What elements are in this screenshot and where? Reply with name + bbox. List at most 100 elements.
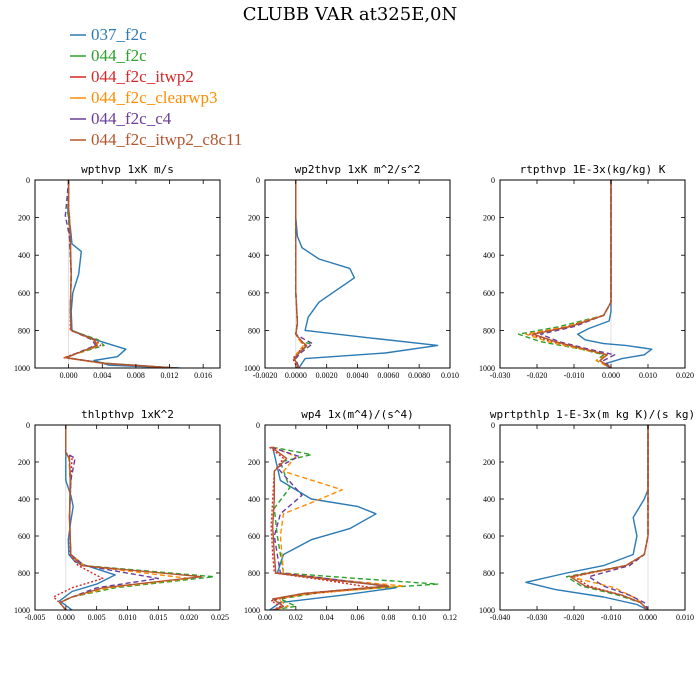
panel-title: wprtpthlp 1-E-3x(m kg K)/(s kg) <box>490 408 695 421</box>
y-tick-label: 0 <box>491 176 495 185</box>
panel-title: rtpthvp 1E-3x(kg/kg) K <box>520 163 666 176</box>
y-tick-label: 600 <box>248 289 260 298</box>
x-tick-label: 0.000 <box>602 371 620 380</box>
series-line <box>270 446 389 610</box>
panel-title: thlpthvp 1xK^2 <box>81 408 174 421</box>
series-line <box>573 425 649 610</box>
series-line <box>588 425 649 610</box>
y-tick-label: 400 <box>483 495 495 504</box>
x-tick-label: 0.010 <box>441 371 459 380</box>
chart-panel: rtpthvp 1E-3x(kg/kg) K -0.030 -0.020 -0.010… <box>479 163 694 380</box>
series-line <box>295 180 439 368</box>
y-tick-label: 400 <box>248 495 260 504</box>
y-tick-label: 0 <box>26 176 30 185</box>
series-line <box>517 180 612 368</box>
series-line <box>269 447 397 610</box>
plot-frame <box>264 179 451 369</box>
x-tick-label: 0.00 <box>258 613 272 622</box>
legend-label: 037_f2c <box>91 25 147 44</box>
y-tick-label: 600 <box>18 532 30 541</box>
x-tick-label: -0.030 <box>527 613 548 622</box>
y-tick-label: 800 <box>18 326 30 335</box>
legend-entry: 044_f2c <box>70 46 147 65</box>
series-line <box>64 180 177 368</box>
series-line <box>569 425 649 610</box>
x-tick-label: 0.000 <box>639 613 657 622</box>
figure-title: CLUBB VAR at325E,0N <box>243 4 458 25</box>
x-tick-label: -0.020 <box>527 371 548 380</box>
series-line <box>569 425 649 610</box>
chart-panel: wpthvp 1xK m/s 0.000 0.004 0.008 0.012 0.016 0… <box>14 163 221 380</box>
y-tick-label: 200 <box>18 214 30 223</box>
y-tick-label: 1000 <box>479 606 495 615</box>
x-tick-label: 0.0040 <box>347 371 369 380</box>
x-tick-label: 0.004 <box>93 371 111 380</box>
plot-frame <box>499 179 686 369</box>
legend-entry: 044_f2c_c4 <box>70 109 172 128</box>
x-tick-label: -0.010 <box>601 613 622 622</box>
x-tick-label: 0.020 <box>676 371 694 380</box>
y-tick-label: 800 <box>248 326 260 335</box>
plot-frame <box>34 179 221 369</box>
y-tick-label: 200 <box>248 214 260 223</box>
series-line <box>272 446 405 610</box>
y-tick-label: 600 <box>18 289 30 298</box>
series-line <box>269 446 374 610</box>
x-tick-label: 0.10 <box>412 613 426 622</box>
series-line <box>577 180 653 368</box>
y-tick-label: 400 <box>18 495 30 504</box>
legend-entry: 044_f2c_itwp2_c8c11 <box>70 130 242 149</box>
x-tick-label: 0.008 <box>127 371 145 380</box>
plot-frame <box>499 424 686 611</box>
panel-title: wpthvp 1xK m/s <box>81 163 174 176</box>
series-line <box>63 180 177 368</box>
y-tick-label: 600 <box>483 289 495 298</box>
series-line <box>59 425 116 610</box>
x-tick-label: 0.012 <box>161 371 179 380</box>
x-tick-label: 0.010 <box>119 613 137 622</box>
y-tick-label: 400 <box>18 251 30 260</box>
x-tick-label: 0.0000 <box>285 371 307 380</box>
chart-panel: thlpthvp 1xK^2 -0.005 0.000 0.005 0.010 0.015… <box>14 408 229 622</box>
series-line <box>525 180 612 368</box>
legend: 037_f2c 044_f2c 044_f2c_itwp2 044_f2c_clear… <box>70 25 242 149</box>
x-tick-label: 0.0060 <box>377 371 399 380</box>
x-tick-label: 0.04 <box>320 613 334 622</box>
x-tick-label: -0.005 <box>25 613 46 622</box>
series-line <box>59 425 160 610</box>
series-line <box>293 180 308 368</box>
x-tick-label: 0.02 <box>289 613 303 622</box>
x-tick-label: 0.015 <box>149 613 167 622</box>
x-tick-label: -0.0020 <box>253 371 278 380</box>
y-tick-label: 1000 <box>479 364 495 373</box>
series-line <box>64 180 173 368</box>
chart-panel: wprtpthlp 1-E-3x(m kg K)/(s kg) -0.040 -0.… <box>479 408 695 622</box>
legend-entry: 044_f2c_itwp2 <box>70 67 194 86</box>
panel-title: wp4 1x(m^4)/(s^4) <box>301 408 414 421</box>
y-tick-label: 200 <box>483 458 495 467</box>
x-tick-label: -0.030 <box>490 371 511 380</box>
x-tick-label: -0.010 <box>564 371 585 380</box>
series-line <box>65 180 174 368</box>
legend-label: 044_f2c_clearwp3 <box>91 88 218 107</box>
y-tick-label: 1000 <box>244 606 260 615</box>
y-tick-label: 400 <box>248 251 260 260</box>
x-tick-label: 0.08 <box>381 613 395 622</box>
chart-panel: wp2thvp 1xK m^2/s^2 -0.0020 0.0000 0.0020 0.… <box>244 163 459 380</box>
y-tick-label: 0 <box>256 421 260 430</box>
legend-label: 044_f2c <box>91 46 147 65</box>
series-line <box>532 180 612 368</box>
series-line <box>270 446 389 610</box>
y-tick-label: 800 <box>248 569 260 578</box>
x-tick-label: 0.000 <box>57 613 75 622</box>
legend-label: 044_f2c_itwp2_c8c11 <box>91 130 242 149</box>
y-tick-label: 400 <box>483 251 495 260</box>
chart-panel: wp4 1x(m^4)/(s^4) 0.00 0.02 0.04 0.06 0.08 0.1… <box>244 408 457 622</box>
series-line <box>293 180 311 368</box>
y-tick-label: 600 <box>483 532 495 541</box>
legend-label: 044_f2c_itwp2 <box>91 67 194 86</box>
y-tick-label: 1000 <box>14 606 30 615</box>
x-tick-label: 0.016 <box>194 371 212 380</box>
y-tick-label: 0 <box>26 421 30 430</box>
